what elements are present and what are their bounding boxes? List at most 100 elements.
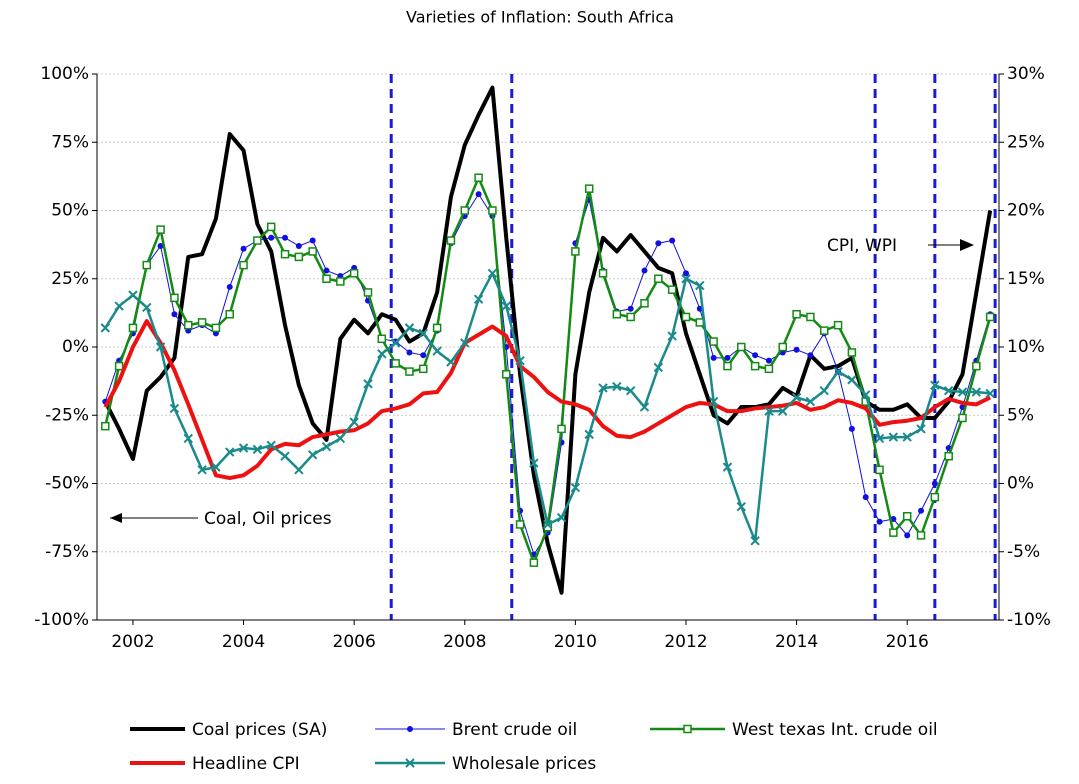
point xyxy=(294,465,304,475)
point xyxy=(460,206,470,215)
point xyxy=(805,396,816,407)
point xyxy=(377,334,387,344)
point xyxy=(612,381,622,392)
point xyxy=(211,323,221,333)
point xyxy=(667,285,677,294)
point xyxy=(446,236,456,245)
point xyxy=(682,270,689,277)
point xyxy=(184,320,193,330)
point xyxy=(736,501,746,512)
y2-tick-label: 10% xyxy=(1007,337,1045,357)
point xyxy=(309,237,316,244)
x-tick-label: 2016 xyxy=(886,632,929,652)
point xyxy=(641,267,648,274)
point xyxy=(681,274,691,284)
point xyxy=(128,290,138,300)
point xyxy=(752,352,759,359)
point xyxy=(570,482,581,493)
point xyxy=(432,346,442,356)
y2-tick-label: 20% xyxy=(1007,201,1045,221)
point xyxy=(750,361,760,371)
point xyxy=(169,403,180,414)
point xyxy=(598,383,608,393)
point xyxy=(918,507,925,514)
point xyxy=(407,726,413,732)
point xyxy=(405,367,414,376)
legend-label: Headline CPI xyxy=(192,754,300,774)
point xyxy=(266,222,276,232)
point xyxy=(543,519,553,530)
point xyxy=(157,242,164,249)
point xyxy=(268,234,275,241)
point xyxy=(335,433,346,444)
annotation-arrowhead xyxy=(110,513,122,523)
point xyxy=(321,441,332,452)
point xyxy=(225,309,234,319)
y-tick-label: 50% xyxy=(51,201,89,221)
point xyxy=(420,352,427,359)
point xyxy=(280,249,290,259)
point xyxy=(323,267,330,274)
point xyxy=(308,247,317,256)
point xyxy=(875,465,884,475)
y2-tick-label: -10% xyxy=(1007,610,1051,630)
point xyxy=(778,342,788,352)
point xyxy=(847,375,857,385)
point xyxy=(655,240,662,247)
point xyxy=(114,361,124,371)
point xyxy=(793,346,800,353)
x-tick-label: 2008 xyxy=(443,632,486,652)
point xyxy=(625,385,636,396)
point xyxy=(225,447,235,457)
point xyxy=(806,312,815,322)
y-tick-label: -50% xyxy=(45,474,89,494)
point xyxy=(708,396,719,407)
legend-label: Coal prices (SA) xyxy=(192,720,327,740)
point xyxy=(556,512,567,523)
point xyxy=(419,364,428,374)
point xyxy=(584,429,594,440)
annotation-arrowhead xyxy=(960,239,974,251)
y2-tick-label: 15% xyxy=(1007,269,1045,289)
grid: -100% -75% -50% -25% 0% 25% 50% 75% 100% -10% -5% 0… xyxy=(34,64,1051,652)
point xyxy=(100,323,111,333)
y-tick-label: 75% xyxy=(51,132,89,152)
point xyxy=(377,349,387,359)
point xyxy=(709,337,718,346)
series-line xyxy=(103,85,993,595)
point xyxy=(322,274,331,283)
point xyxy=(930,492,940,502)
point xyxy=(876,518,883,525)
point xyxy=(958,413,967,423)
point xyxy=(764,364,774,374)
point xyxy=(529,558,539,567)
y2-tick-label: 5% xyxy=(1007,405,1034,425)
point xyxy=(197,465,207,475)
point xyxy=(529,458,539,468)
series-line xyxy=(103,319,992,481)
point xyxy=(889,528,898,537)
point xyxy=(904,532,911,539)
point xyxy=(654,274,663,283)
point xyxy=(916,531,926,540)
point xyxy=(710,354,717,361)
point xyxy=(142,302,152,313)
y-tick-label: 100% xyxy=(40,64,89,84)
point xyxy=(765,357,772,364)
point xyxy=(349,417,359,427)
point xyxy=(501,370,511,379)
point xyxy=(142,260,152,270)
y2-tick-label: 30% xyxy=(1007,64,1045,84)
point xyxy=(404,323,415,333)
point xyxy=(571,247,580,256)
point xyxy=(669,237,676,244)
point xyxy=(861,390,871,400)
point xyxy=(515,355,525,366)
point xyxy=(612,309,622,319)
point xyxy=(695,280,705,291)
y2-tick-label: -5% xyxy=(1007,542,1040,562)
point xyxy=(971,387,982,397)
point xyxy=(985,388,995,399)
point xyxy=(515,520,525,529)
point xyxy=(171,311,178,318)
